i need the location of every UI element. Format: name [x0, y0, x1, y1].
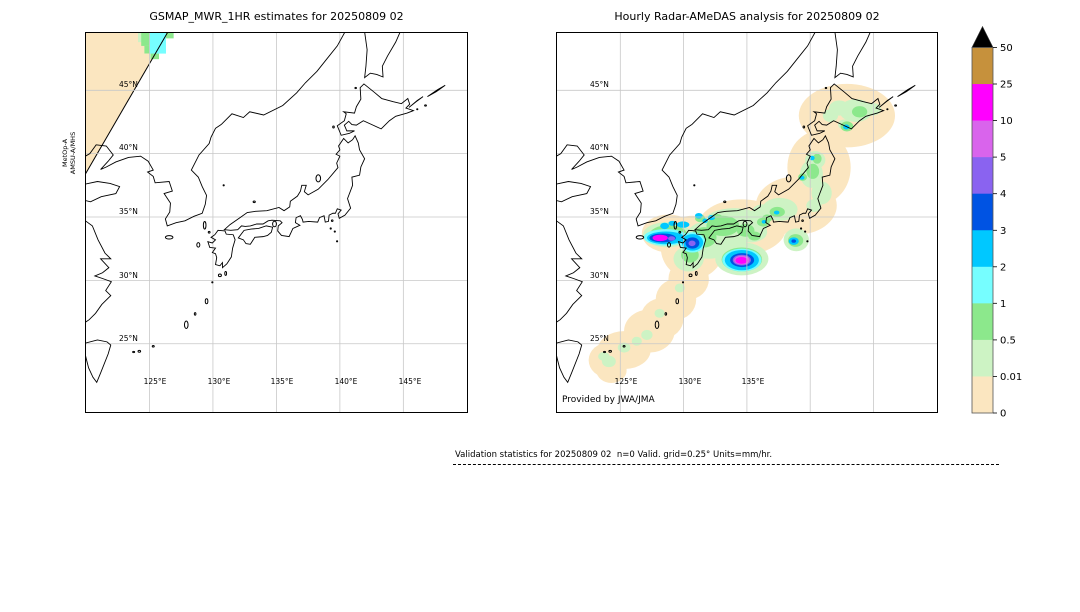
colorbar-tick-label: 4 — [1000, 189, 1006, 200]
lat-tick-label: 25°N — [590, 334, 609, 343]
lon-tick-label: 125°E — [143, 377, 167, 386]
lon-tick-label: 135°E — [270, 377, 294, 386]
lat-tick-label: 40°N — [119, 143, 138, 152]
lon-tick-label: 125°E — [614, 377, 638, 386]
map-canvas — [557, 33, 937, 412]
provider-note: Provided by JWA/JMA — [562, 395, 655, 405]
lat-tick-label: 45°N — [119, 80, 138, 89]
colorbar-tick-label: 2 — [1000, 262, 1006, 273]
colorbar-tick-label: 50 — [1000, 43, 1013, 54]
precipitation-colorbar: 50 25 10 5 4 3 2 1 0.5 0.01 0 — [955, 20, 1075, 420]
lat-tick-label: 35°N — [119, 207, 138, 216]
radar-map-panel: Provided by JWA/JMA 45°N 40°N 35°N 30°N 25°N… — [556, 32, 938, 413]
lon-tick-label: 130°E — [678, 377, 702, 386]
gsmap-panel-title: GSMAP_MWR_1HR estimates for 20250809 02 — [149, 10, 404, 23]
colorbar-tick-label: 10 — [1000, 116, 1013, 127]
overflow-triangle — [971, 25, 994, 48]
satellite-name: MetOp-A — [61, 138, 69, 168]
lat-tick-label: 40°N — [590, 143, 609, 152]
colorbar-tick-label: 0.01 — [1000, 372, 1022, 383]
validation-statistics-text: Validation statistics for 20250809 02 n=… — [455, 450, 773, 460]
satellite-sensor-label: MetOp-A AMSU-A/MHS — [61, 113, 83, 193]
lat-tick-label: 30°N — [590, 271, 609, 280]
lat-tick-label: 45°N — [590, 80, 609, 89]
colorbar-tick-label: 1 — [1000, 299, 1006, 310]
lon-tick-label: 135°E — [741, 377, 765, 386]
lat-tick-label: 30°N — [119, 271, 138, 280]
colorbar-tick-label: 3 — [1000, 226, 1006, 237]
gsmap-map-panel: 45°N 40°N 35°N 30°N 25°N 125°E 130°E 135°E 140°E… — [85, 32, 468, 413]
colorbar-tick-label: 0 — [1000, 409, 1006, 420]
lon-tick-label: 130°E — [207, 377, 231, 386]
colorbar-tick-label: 25 — [1000, 80, 1013, 91]
map-canvas — [86, 33, 467, 412]
lon-tick-label: 140°E — [334, 377, 358, 386]
sensor-name: AMSU-A/MHS — [69, 131, 77, 175]
colorbar-tick-label: 5 — [1000, 153, 1006, 164]
radar-panel-title: Hourly Radar-AMeDAS analysis for 2025080… — [614, 10, 880, 23]
lat-tick-label: 35°N — [590, 207, 609, 216]
lat-tick-label: 25°N — [119, 334, 138, 343]
lon-tick-label: 145°E — [398, 377, 422, 386]
colorbar-canvas: 50 25 10 5 4 3 2 1 0.5 0.01 0 — [971, 25, 1022, 420]
validation-statistics-line: Validation statistics for 20250809 02 n=… — [453, 442, 999, 465]
colorbar-tick-label: 0.5 — [1000, 335, 1016, 346]
